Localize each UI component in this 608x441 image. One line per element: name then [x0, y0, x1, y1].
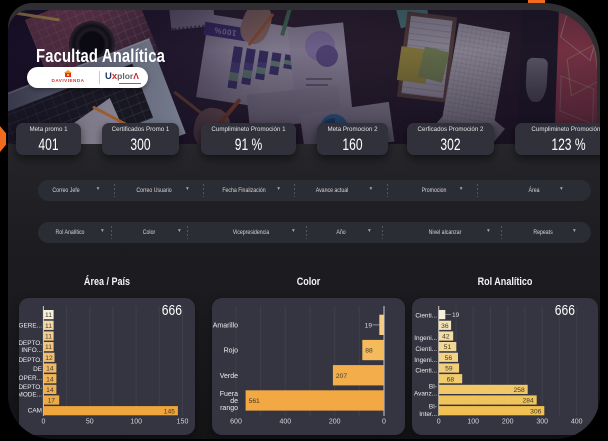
svg-text:145: 145 [164, 408, 175, 415]
svg-text:19: 19 [365, 322, 373, 329]
svg-text:100: 100 [130, 419, 142, 426]
svg-text:DE: DE [33, 366, 42, 373]
svg-text:200: 200 [329, 419, 341, 426]
svg-text:14: 14 [46, 366, 54, 373]
svg-text:Ingeni...: Ingeni... [414, 357, 437, 364]
svg-text:0: 0 [41, 419, 45, 426]
svg-text:258: 258 [514, 387, 525, 394]
svg-text:Verde: Verde [220, 373, 238, 380]
svg-text:Fuera: Fuera [220, 391, 238, 398]
svg-text:OPER...: OPER... [19, 375, 42, 382]
svg-text:BI-: BI- [429, 383, 437, 390]
svg-text:Cienti...: Cienti... [415, 368, 437, 375]
svg-text:150: 150 [177, 419, 189, 426]
svg-text:MODE...: MODE... [19, 391, 42, 398]
svg-text:11: 11 [45, 334, 52, 341]
svg-text:GERE...: GERE... [19, 322, 42, 329]
svg-text:666: 666 [555, 303, 575, 319]
svg-text:50: 50 [86, 419, 94, 426]
svg-text:306: 306 [530, 408, 541, 415]
svg-text:600: 600 [230, 419, 242, 426]
svg-text:Amarillo: Amarillo [213, 322, 238, 329]
svg-text:36: 36 [441, 323, 449, 330]
svg-text:CAM: CAM [28, 408, 42, 415]
svg-text:11: 11 [45, 312, 52, 319]
svg-text:0: 0 [437, 419, 441, 426]
svg-text:DEPTO.: DEPTO. [19, 340, 42, 347]
svg-text:Inter...: Inter... [419, 411, 437, 418]
svg-text:12: 12 [45, 355, 53, 362]
svg-text:17: 17 [48, 398, 56, 405]
svg-text:14: 14 [46, 376, 54, 383]
svg-text:59: 59 [445, 366, 453, 373]
svg-text:rango: rango [220, 405, 238, 412]
svg-text:11: 11 [45, 323, 52, 330]
svg-text:207: 207 [336, 373, 347, 380]
svg-text:284: 284 [523, 398, 534, 405]
svg-text:56: 56 [445, 355, 453, 362]
svg-text:11: 11 [45, 344, 52, 351]
svg-text:400: 400 [279, 419, 291, 426]
svg-text:de: de [230, 398, 238, 405]
svg-text:Rojo: Rojo [224, 348, 239, 355]
svg-text:300: 300 [536, 419, 548, 426]
svg-text:Cienti...: Cienti... [415, 313, 437, 320]
svg-text:51: 51 [444, 344, 452, 351]
svg-text:88: 88 [365, 348, 373, 355]
svg-text:Avanz...: Avanz... [414, 391, 437, 398]
svg-text:100: 100 [467, 419, 479, 426]
svg-text:14: 14 [46, 387, 54, 394]
svg-text:Ingeni...: Ingeni... [414, 335, 437, 342]
svg-text:BI-: BI- [429, 404, 437, 411]
svg-text:INFO...: INFO... [21, 347, 42, 354]
svg-text:68: 68 [447, 376, 455, 383]
svg-text:19: 19 [452, 312, 460, 319]
svg-text:200: 200 [502, 419, 514, 426]
svg-text:Cienti...: Cienti... [415, 346, 437, 353]
svg-text:DEPTO.: DEPTO. [19, 384, 42, 391]
svg-text:DEPTO.: DEPTO. [19, 357, 42, 364]
svg-text:0: 0 [382, 419, 386, 426]
svg-text:42: 42 [442, 334, 450, 341]
svg-text:561: 561 [249, 398, 260, 405]
svg-text:666: 666 [162, 303, 182, 319]
svg-text:400: 400 [571, 419, 583, 426]
